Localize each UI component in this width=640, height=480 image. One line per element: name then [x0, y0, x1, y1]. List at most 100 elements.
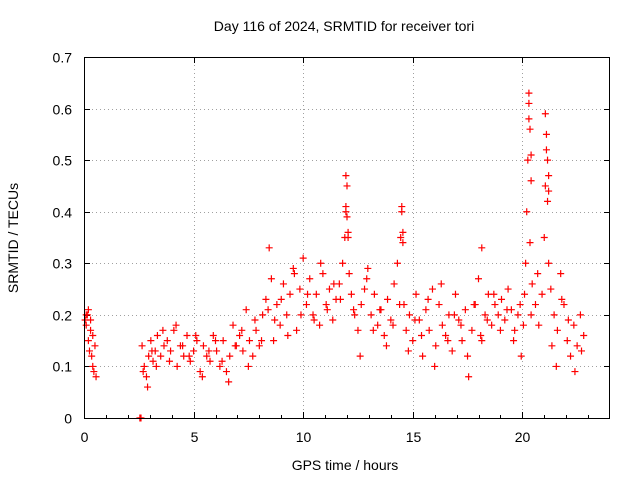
data-point	[541, 110, 549, 118]
x-tick-label: 20	[515, 429, 531, 445]
data-point	[82, 321, 90, 329]
data-point	[376, 306, 384, 314]
y-tick-label: 0.1	[53, 359, 73, 375]
data-point	[167, 347, 175, 355]
data-point	[289, 264, 297, 272]
data-point	[558, 295, 566, 303]
data-point	[339, 259, 347, 267]
data-point	[580, 331, 588, 339]
data-point	[309, 311, 317, 319]
data-point	[455, 316, 463, 324]
y-tick-label: 0.3	[53, 256, 73, 272]
data-point	[265, 244, 273, 252]
data-point	[542, 146, 550, 154]
data-point	[144, 383, 152, 391]
data-point	[527, 177, 535, 185]
data-point	[428, 285, 436, 293]
data-point	[222, 368, 230, 376]
data-point	[465, 373, 473, 381]
data-point	[384, 295, 392, 303]
data-point	[545, 172, 553, 180]
x-tick-labels: 0 5 10 15 20	[81, 429, 531, 445]
data-point	[236, 331, 244, 339]
data-point	[541, 182, 549, 190]
data-point	[325, 285, 333, 293]
data-point	[535, 321, 543, 329]
y-tick-label: 0.6	[53, 102, 73, 118]
data-point	[238, 326, 246, 334]
data-point	[145, 352, 153, 360]
data-point	[88, 352, 96, 360]
data-point	[304, 290, 312, 298]
data-point	[527, 151, 535, 159]
data-point	[322, 301, 330, 309]
data-point	[523, 208, 531, 216]
data-point	[296, 285, 304, 293]
data-point	[399, 239, 407, 247]
data-point	[173, 362, 181, 370]
data-point	[255, 342, 263, 350]
data-points	[81, 89, 588, 422]
data-point	[437, 280, 445, 288]
data-point	[172, 321, 180, 329]
data-point	[534, 270, 542, 278]
y-axis-title: SRMTID / TECUs	[5, 183, 21, 293]
data-point	[481, 311, 489, 319]
data-point	[496, 326, 504, 334]
data-point	[382, 342, 390, 350]
x-tick-label: 5	[191, 429, 199, 445]
data-point	[477, 331, 485, 339]
data-point	[458, 337, 466, 345]
data-point	[329, 316, 337, 324]
data-point	[397, 234, 405, 241]
data-point	[370, 290, 378, 298]
data-point	[85, 347, 93, 355]
data-point	[148, 347, 156, 355]
data-point	[283, 311, 291, 319]
data-point	[299, 254, 307, 262]
data-point	[510, 337, 518, 345]
data-point	[567, 352, 575, 360]
chart-title: Day 116 of 2024, SRMTID for receiver tor…	[214, 18, 474, 34]
data-point	[501, 316, 509, 324]
data-point	[516, 301, 524, 309]
data-point	[405, 311, 413, 319]
data-point	[199, 342, 207, 350]
data-point	[478, 244, 486, 252]
data-point	[542, 130, 550, 138]
data-point	[422, 306, 430, 314]
data-point	[212, 337, 219, 345]
data-point	[347, 290, 355, 298]
data-point	[418, 331, 426, 339]
data-point	[342, 203, 350, 211]
data-point	[380, 331, 388, 339]
data-point	[170, 326, 178, 334]
data-point	[165, 357, 173, 365]
data-point	[213, 347, 221, 355]
x-tick-label: 0	[81, 429, 89, 445]
data-point	[478, 337, 486, 345]
data-point	[491, 301, 499, 309]
data-point	[89, 331, 97, 339]
y-tick-label: 0.7	[53, 50, 73, 66]
data-point	[290, 270, 298, 278]
data-point	[179, 342, 187, 350]
data-point	[276, 321, 284, 329]
data-point	[152, 362, 160, 370]
data-point	[524, 156, 532, 164]
data-point	[390, 280, 398, 288]
data-point	[547, 285, 555, 293]
data-point	[262, 295, 270, 303]
data-point	[540, 234, 548, 241]
data-point	[578, 347, 586, 355]
data-point	[468, 326, 476, 334]
data-point	[252, 326, 260, 334]
data-point	[402, 326, 410, 334]
data-point	[317, 259, 325, 267]
data-point	[389, 321, 397, 329]
data-point	[218, 357, 226, 365]
data-point	[259, 311, 267, 319]
data-point	[270, 337, 278, 345]
data-point	[526, 125, 534, 133]
